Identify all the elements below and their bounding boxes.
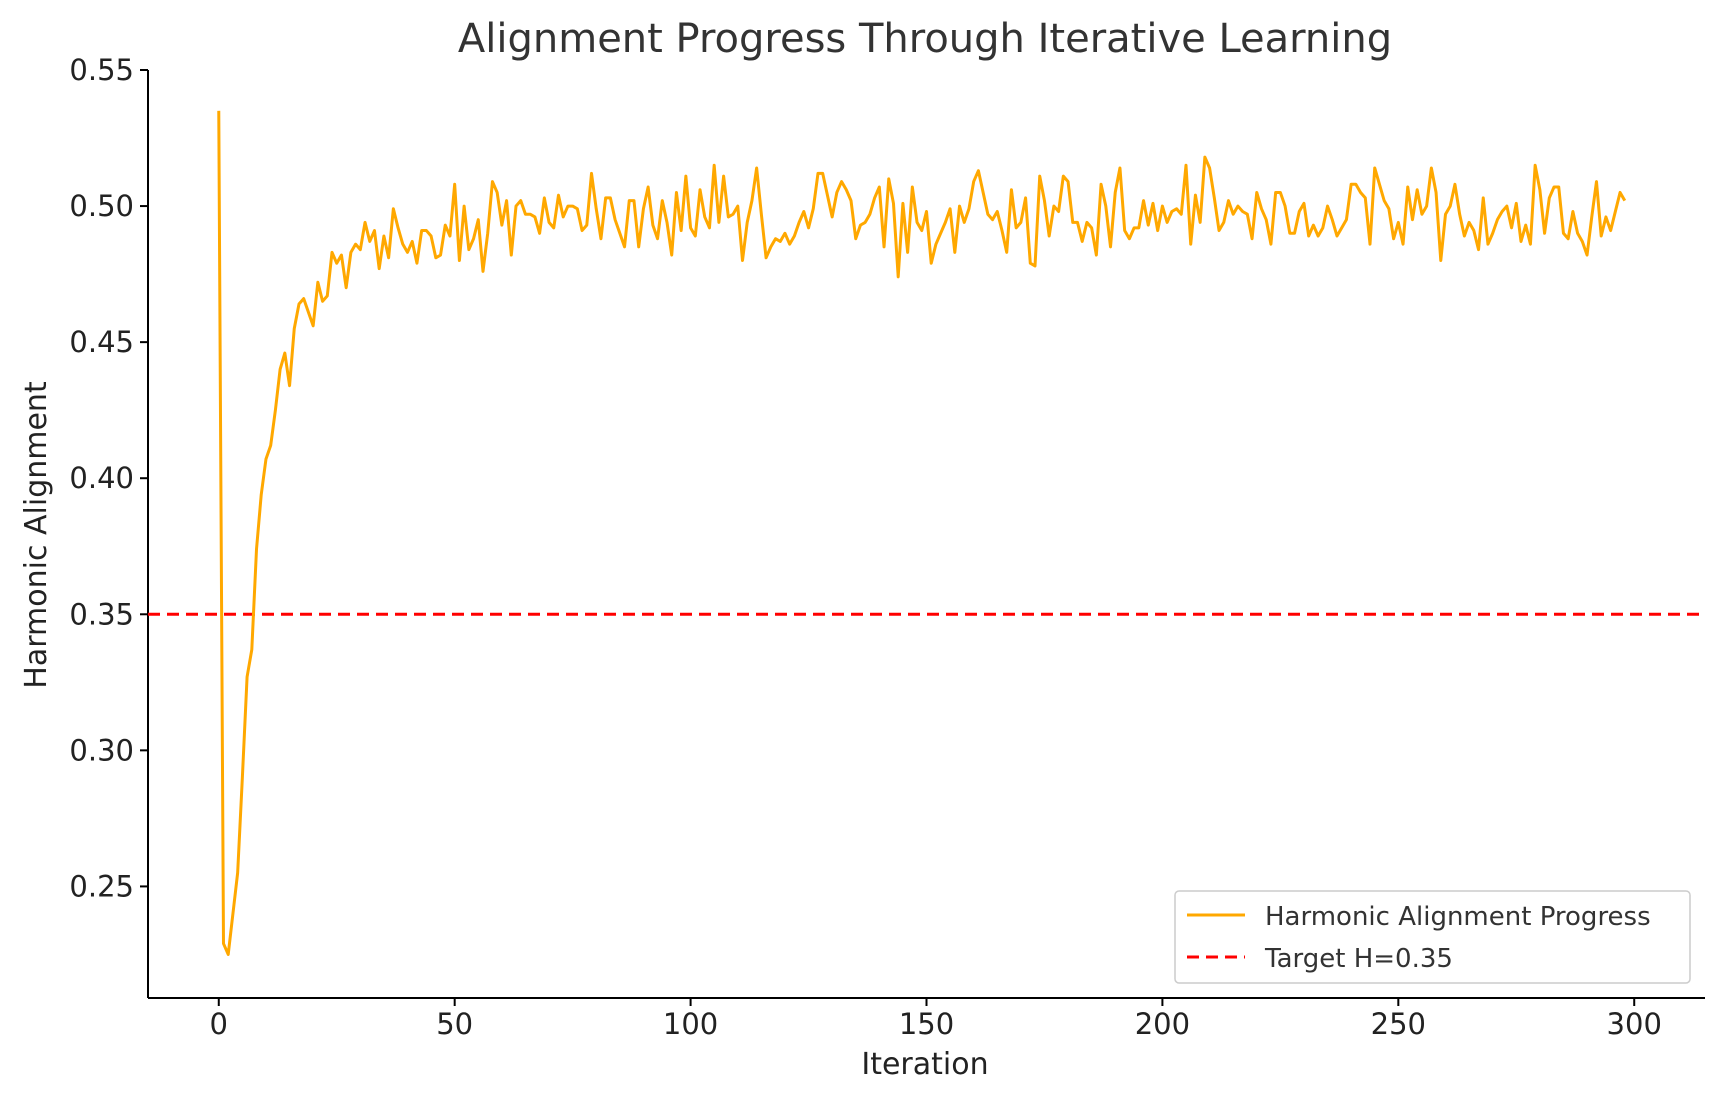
legend-label-progress: Harmonic Alignment Progress [1265, 902, 1651, 932]
y-axis-label-group: Harmonic Alignment [19, 381, 54, 689]
y-tick-label: 0.30 [69, 733, 134, 767]
x-tick-label: 250 [1371, 1007, 1426, 1041]
alignment-progress-line [217, 110, 1627, 956]
x-ticks: 0 50 100 150 200 250 300 [210, 998, 1662, 1041]
x-tick-label: 200 [1135, 1007, 1190, 1041]
y-tick-label: 0.45 [69, 325, 134, 359]
y-tick-label: 0.55 [69, 53, 134, 87]
y-tick-label: 0.50 [69, 189, 134, 223]
chart-title: Alignment Progress Through Iterative Lea… [458, 16, 1392, 62]
x-axis-label: Iteration [861, 1047, 988, 1082]
legend-label-target: Target H=0.35 [1264, 944, 1453, 974]
legend: Harmonic Alignment Progress Target H=0.3… [1174, 890, 1691, 984]
y-ticks: 0.25 0.30 0.35 0.40 0.45 0.50 0.55 [69, 53, 148, 903]
x-tick-label: 50 [436, 1007, 473, 1041]
x-tick-label: 300 [1607, 1007, 1662, 1041]
x-tick-label: 150 [899, 1007, 954, 1041]
y-tick-label: 0.40 [69, 461, 134, 495]
y-tick-label: 0.35 [69, 597, 134, 631]
legend-box [1174, 890, 1691, 984]
x-tick-label: 0 [210, 1007, 228, 1041]
x-tick-label: 100 [663, 1007, 718, 1041]
y-tick-label: 0.25 [69, 869, 134, 903]
y-axis-label: Harmonic Alignment [19, 381, 54, 689]
